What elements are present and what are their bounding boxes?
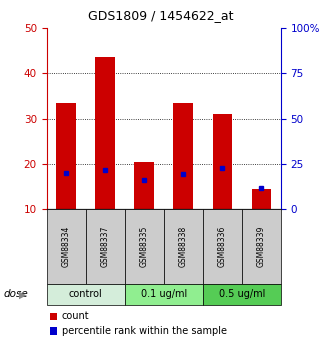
Text: GSM88337: GSM88337 [100, 226, 110, 267]
Text: count: count [62, 312, 89, 321]
Bar [95, 57, 115, 209]
Text: dose: dose [3, 289, 28, 299]
Text: GSM88335: GSM88335 [140, 226, 149, 267]
Text: GSM88336: GSM88336 [218, 226, 227, 267]
Text: percentile rank within the sample: percentile rank within the sample [62, 326, 227, 336]
Text: GSM88338: GSM88338 [179, 226, 188, 267]
Bar [173, 102, 193, 209]
Text: 0.5 ug/ml: 0.5 ug/ml [219, 289, 265, 299]
Text: GDS1809 / 1454622_at: GDS1809 / 1454622_at [88, 9, 233, 22]
Text: GSM88339: GSM88339 [257, 226, 266, 267]
Bar [56, 102, 76, 209]
Text: control: control [69, 289, 102, 299]
Text: ▶: ▶ [19, 289, 27, 299]
Bar [252, 189, 271, 209]
Text: GSM88334: GSM88334 [62, 226, 71, 267]
Text: 0.1 ug/ml: 0.1 ug/ml [141, 289, 187, 299]
Bar [213, 114, 232, 209]
Bar [134, 162, 154, 209]
